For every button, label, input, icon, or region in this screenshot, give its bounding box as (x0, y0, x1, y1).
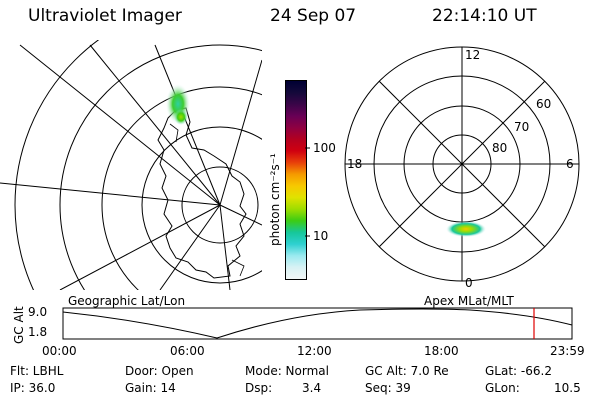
status-flt: Flt: LBHL (10, 364, 64, 378)
x-tick-0600: 06:00 (170, 344, 205, 358)
mlt-label-12: 12 (465, 48, 481, 62)
status-ip: IP: 36.0 (10, 381, 56, 395)
status-gain: Gain: 14 (125, 381, 176, 395)
lat-label-70: 70 (514, 120, 530, 134)
mlt-label-0: 0 (465, 276, 473, 290)
instrument-title: Ultraviolet Imager (28, 6, 182, 26)
status-dsp-label: Dsp: (245, 381, 273, 395)
x-tick-1800: 18:00 (424, 344, 459, 358)
x-tick-2359: 23:59 (550, 344, 585, 358)
mlt-label-6: 6 (566, 157, 574, 171)
colorbar-tick-10: 10 (313, 229, 329, 243)
status-mode: Mode: Normal (245, 364, 329, 378)
lat-label-80: 80 (492, 141, 508, 155)
y-tick-1.8: 1.8 (28, 325, 48, 339)
lat-label-60: 60 (536, 97, 552, 111)
mlt-label-18: 18 (347, 157, 363, 171)
status-glon-value: 10.5 (554, 381, 581, 395)
y-tick-9: 9.0 (28, 305, 48, 319)
status-gc-alt: GC Alt: 7.0 Re (365, 364, 449, 378)
status-glon-label: GLon: (485, 381, 520, 395)
colorbar-tick-100: 100 (313, 141, 336, 155)
status-glat: GLat: -66.2 (485, 364, 552, 378)
time-label: 22:14:10 UT (432, 6, 537, 26)
date-label: 24 Sep 07 (270, 6, 357, 26)
status-dsp-value: 3.4 (302, 381, 322, 395)
apex-coords-label: Apex MLat/MLT (424, 294, 514, 308)
status-seq: Seq: 39 (365, 381, 411, 395)
geo-coords-label: Geographic Lat/Lon (68, 294, 186, 308)
colorbar-unit-label: photon cm⁻²s⁻¹ (268, 153, 282, 246)
gc-alt-axis-label: GC Alt (12, 306, 26, 344)
x-tick-0000: 00:00 (42, 344, 77, 358)
status-door: Door: Open (125, 364, 194, 378)
aurora-emission-apex (446, 221, 486, 237)
x-tick-1200: 12:00 (297, 344, 332, 358)
colorbar (285, 80, 307, 280)
aurora-emission-geo (166, 84, 190, 124)
